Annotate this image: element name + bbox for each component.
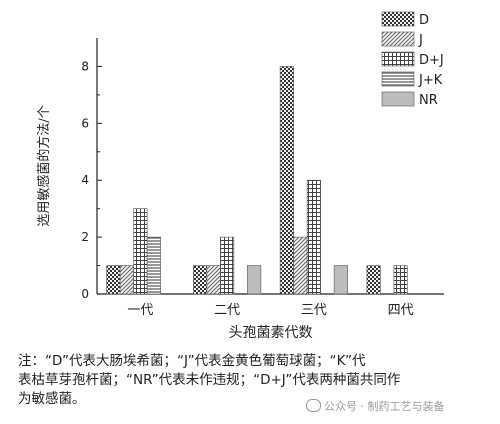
watermark: 公众号 · 制药工艺与装备: [306, 398, 445, 414]
footnote-line: 表枯草芽孢杆菌；“NR”代表未作违规；“D+J”代表两种菌共同作: [18, 372, 401, 388]
bar: [247, 265, 262, 295]
y-axis-title: 选用敏感菌的方法/个: [36, 105, 52, 226]
x-tick-label: 一代: [127, 303, 153, 318]
bar: [293, 236, 308, 295]
x-tick-label: 三代: [301, 303, 327, 318]
bar: [146, 236, 161, 295]
legend-label: J: [418, 33, 423, 48]
bar: [393, 265, 408, 295]
bar: [106, 265, 121, 295]
legend-label: J+K: [418, 73, 443, 88]
bars: [106, 66, 408, 295]
footnote-line: 为敏感菌。: [18, 391, 86, 407]
watermark-text: 公众号 · 制药工艺与装备: [324, 400, 445, 413]
y-tick-label: 0: [81, 287, 89, 301]
bar: [206, 265, 221, 295]
footnote: 注：“D”代表大肠埃希菌；“J”代表金黄色葡萄球菌；“K”代 表枯草芽孢杆菌；“…: [18, 352, 490, 409]
x-tick-label: 二代: [214, 303, 240, 318]
bar: [119, 265, 134, 295]
bar: [306, 179, 321, 295]
y-tick-label: 2: [81, 230, 89, 244]
y-tick-label: 8: [81, 59, 89, 73]
legend-label: NR: [419, 93, 438, 108]
legend-swatch: [381, 51, 415, 67]
x-tick-label: 四代: [388, 303, 414, 318]
bar: [366, 265, 381, 295]
legend-label: D+J: [419, 53, 444, 68]
footnote-line: 注：“D”代表大肠埃希菌；“J”代表金黄色葡萄球菌；“K”代: [18, 353, 366, 369]
legend-swatch: [381, 71, 415, 87]
legend-swatch: [381, 11, 415, 27]
bar: [193, 265, 208, 295]
bar: [333, 265, 348, 295]
bar: [133, 208, 148, 295]
wechat-icon: [306, 399, 321, 412]
legend: DJ D+J J+K NR: [381, 11, 444, 108]
y-tick-label: 4: [81, 173, 89, 187]
bar: [279, 66, 294, 295]
bar: [220, 236, 235, 295]
legend-swatch: [381, 31, 415, 47]
x-axis-title: 头孢菌素代数: [229, 325, 313, 341]
legend-swatch: [381, 91, 415, 107]
legend-label: D: [419, 13, 429, 28]
y-tick-label: 6: [81, 116, 89, 130]
